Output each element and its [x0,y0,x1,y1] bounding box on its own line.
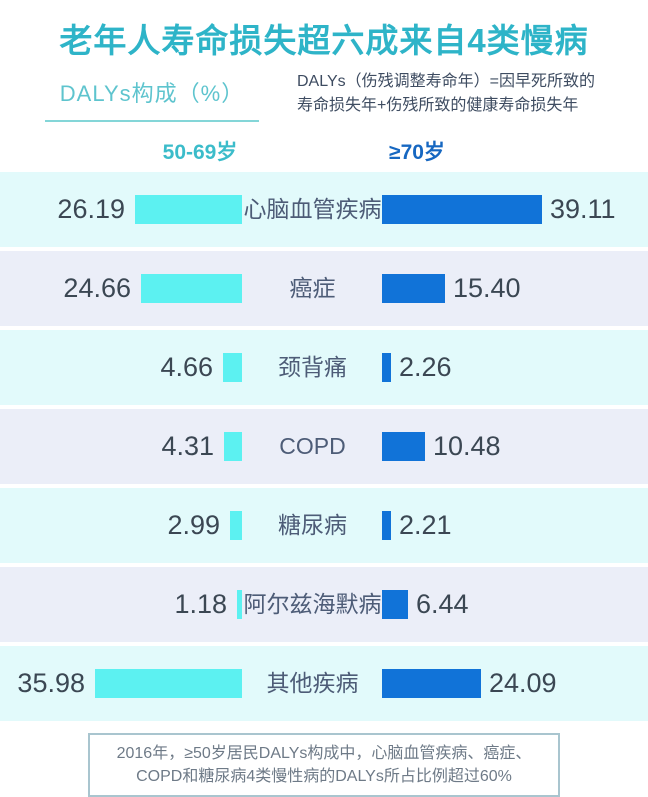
category-label: 糖尿病 [278,512,347,538]
column-header-age-70plus: ≥70岁 [389,141,445,164]
dalys-definition: DALYs（伤残调整寿命年）=因早死所致的 寿命损失年+伤残所致的健康寿命损失年 [297,70,627,118]
chart-row: 2.99 糖尿病 2.21 [0,488,648,563]
value-label-right: 24.09 [489,668,557,698]
value-label-right: 15.40 [453,273,521,303]
dalys-definition-line1: DALYs（伤残调整寿命年）=因早死所致的 [297,73,595,90]
chart-row: 1.18 阿尔兹海默病 6.44 [0,567,648,642]
bar-age-50-69 [223,353,242,382]
value-label-right: 39.11 [550,194,616,224]
bar-age-70plus [382,432,425,461]
column-headers: 50-69岁 ≥70岁 [0,136,648,170]
chart-row: 24.66 癌症 15.40 [0,251,648,326]
bar-age-50-69 [224,432,242,461]
intro-section: DALYs构成（%） DALYs（伤残调整寿命年）=因早死所致的 寿命损失年+伤… [0,70,648,132]
value-label-right: 2.21 [399,510,452,540]
category-label: 其他疾病 [266,670,359,696]
category-label: 心脑血管疾病 [243,196,382,222]
category-label: 癌症 [289,275,336,301]
chart-row: 4.66 颈背痛 2.26 [0,330,648,405]
value-label-left: 24.66 [63,273,131,303]
value-label-left: 4.31 [161,431,214,461]
bar-age-70plus [382,511,391,540]
value-label-right: 10.48 [433,431,501,461]
value-label-right: 6.44 [416,589,469,619]
footnote-box: 2016年，≥50岁居民DALYs构成中，心脑血管疾病、癌症、 COPD和糖尿病… [88,733,560,797]
value-label-right: 2.26 [399,352,452,382]
category-label: COPD [279,433,346,459]
page-title: 老年人寿命损失超六成来自4类慢病 [59,22,589,59]
value-label-left: 2.99 [167,510,220,540]
bar-age-50-69 [135,195,242,224]
bar-age-50-69 [237,590,242,619]
value-label-left: 4.66 [160,352,213,382]
chart-row: 4.31 COPD 10.48 [0,409,648,484]
bar-age-70plus [382,669,481,698]
bar-age-70plus [382,274,445,303]
value-label-left: 26.19 [57,194,125,224]
dalys-definition-line2: 寿命损失年+伤残所致的健康寿命损失年 [297,97,579,114]
bar-age-70plus [382,590,408,619]
bar-age-50-69 [95,669,242,698]
value-label-left: 35.98 [17,668,85,698]
chart-unit-label-wrap: DALYs构成（%） [45,76,259,122]
footnote-line2: COPD和糖尿病4类慢性病的DALYs所占比例超过60% [136,768,512,785]
bar-age-70plus [382,353,391,382]
chart-rows: 26.19 心脑血管疾病 39.11 24.66 癌症 15.40 4.66 颈… [0,172,648,721]
category-label: 阿尔兹海默病 [243,591,382,617]
chart-unit-label: DALYs构成（%） [59,81,245,106]
bar-age-70plus [382,195,542,224]
value-label-left: 1.18 [174,589,227,619]
bar-age-50-69 [141,274,242,303]
bar-age-50-69 [230,511,242,540]
category-label: 颈背痛 [278,354,347,380]
column-header-age-50-69: 50-69岁 [162,141,238,164]
chart-row: 26.19 心脑血管疾病 39.11 [0,172,648,247]
footnote-line1: 2016年，≥50岁居民DALYs构成中，心脑血管疾病、癌症、 [116,745,532,762]
chart-row: 35.98 其他疾病 24.09 [0,646,648,721]
